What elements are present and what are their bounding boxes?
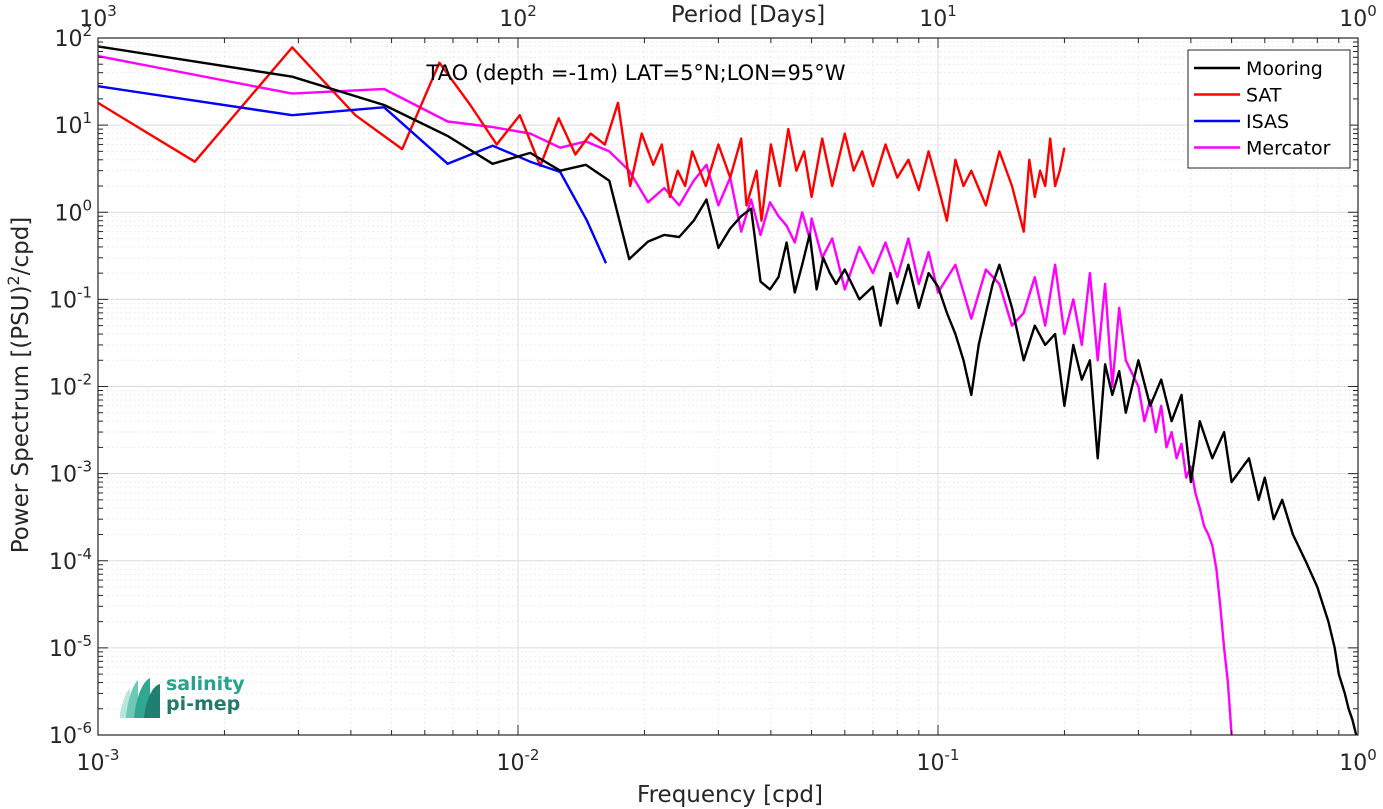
salinity-pi-mep-logo: salinity pi-mep [116, 672, 256, 724]
tick-marks [97, 38, 1358, 736]
chart-title: TAO (depth =-1m) LAT=5°N;LON=95°W [425, 61, 845, 85]
y-tick-label: 10-1 [49, 283, 92, 313]
series-layer [97, 45, 1358, 736]
series-line-isas [97, 85, 608, 264]
top-axis-label: Period [Days] [671, 2, 825, 28]
x-tick-label: 10-2 [497, 746, 540, 776]
legend-label-mooring: Mooring [1246, 58, 1323, 80]
y-tick-label: 10-5 [49, 632, 92, 662]
y-tick-label: 10-3 [49, 458, 92, 488]
x-tick-label: 10-1 [917, 746, 960, 776]
x2-tick-label: 101 [919, 2, 957, 32]
legend-label-sat: SAT [1246, 85, 1282, 107]
x2-tick-label: 103 [79, 2, 117, 32]
x2-tick-label: 102 [499, 2, 537, 32]
y-tick-label: 10-4 [49, 545, 92, 575]
logo-line-2: pi-mep [166, 693, 241, 715]
y-tick-label: 100 [54, 196, 92, 226]
logo-text: salinity pi-mep [166, 674, 245, 714]
legend-label-isas: ISAS [1246, 111, 1289, 133]
series-line-mercator [97, 54, 1233, 736]
legend-label-mercator: Mercator [1246, 138, 1331, 160]
grid-lines [98, 38, 1358, 735]
y-tick-label: 101 [54, 109, 92, 139]
y-tick-label: 10-2 [49, 371, 92, 401]
legend: Mooring SAT ISAS Mercator [1187, 49, 1351, 169]
series-line-mooring [97, 45, 1358, 736]
logo-waves-icon [120, 678, 160, 718]
y-tick-label: 10-6 [49, 719, 92, 749]
y-tick-label: 102 [54, 22, 92, 52]
x2-tick-label: 100 [1339, 2, 1377, 32]
y-axis-label: Power Spectrum [(PSU)2/cpd] [4, 217, 34, 554]
logo-line-1: salinity [166, 673, 245, 695]
x-tick-label: 100 [1339, 746, 1377, 776]
x-tick-label: 10-3 [77, 746, 120, 776]
x-axis-label: Frequency [cpd] [637, 782, 823, 808]
series-line-sat [97, 46, 1066, 233]
